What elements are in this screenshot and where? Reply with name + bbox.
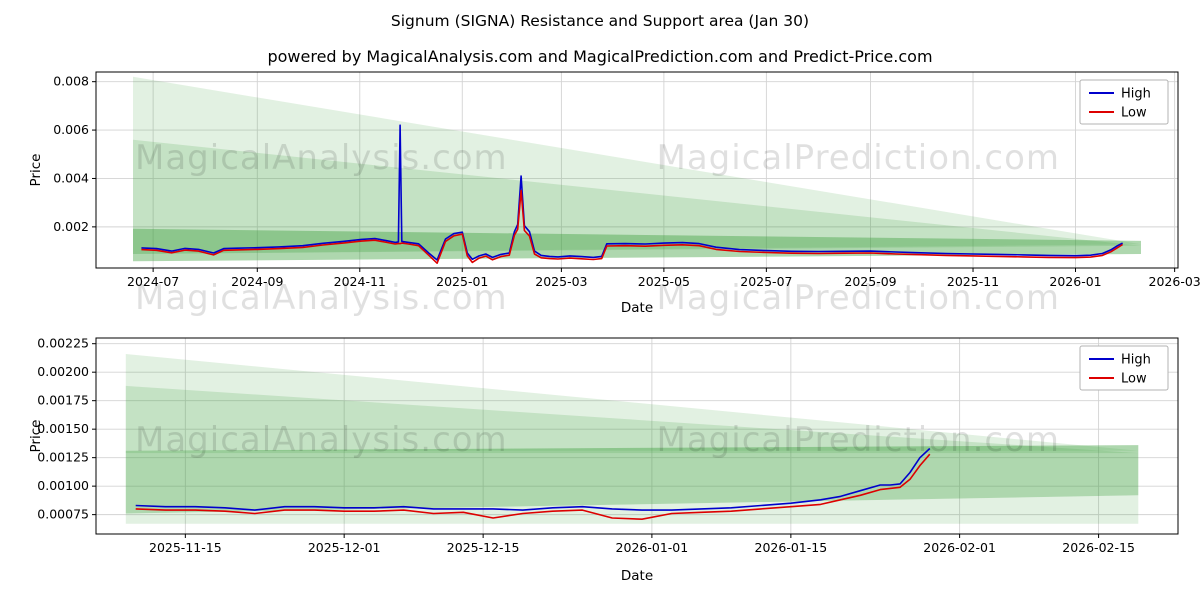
svg-text:2026-01: 2026-01	[1049, 274, 1101, 289]
svg-text:2026-01-01: 2026-01-01	[616, 540, 689, 555]
svg-text:2024-07: 2024-07	[127, 274, 179, 289]
svg-text:0.004: 0.004	[53, 170, 89, 185]
price-chart-bottom: 2025-11-15 2025-12-01 2025-12-15 2026-01-01…	[28, 336, 1179, 584]
svg-text:2025-03: 2025-03	[535, 274, 587, 289]
legend: High Low	[1079, 79, 1169, 125]
high-line	[141, 124, 1123, 261]
svg-text:2026-01-15: 2026-01-15	[755, 540, 828, 555]
resistance-wedge-inner-area	[133, 139, 1141, 254]
svg-text:2026-03: 2026-03	[1149, 274, 1200, 289]
svg-text:2025-09: 2025-09	[844, 274, 896, 289]
support-band-area	[125, 445, 1139, 514]
svg-text:0.00125: 0.00125	[37, 450, 89, 465]
axis-ticks: 2025-11-15 2025-12-01 2025-12-15 2026-01-01…	[37, 336, 1135, 555]
legend-high-label: High	[1121, 353, 1151, 368]
svg-text:0.006: 0.006	[53, 122, 89, 137]
plot-frame	[95, 337, 1179, 535]
axis-ticks: 2024-07 2024-09 2024-11 2025-01 2025-03 2025-…	[53, 74, 1200, 289]
resistance-wedge-outer-area	[133, 76, 1141, 254]
svg-text:0.00100: 0.00100	[37, 478, 89, 493]
svg-text:0.00200: 0.00200	[37, 364, 89, 379]
svg-text:0.00175: 0.00175	[37, 393, 89, 408]
svg-text:0.008: 0.008	[53, 74, 89, 89]
svg-text:2025-05: 2025-05	[638, 274, 690, 289]
svg-text:2025-12-01: 2025-12-01	[308, 540, 381, 555]
high-line	[135, 447, 931, 511]
resistance-wedge-outer-area	[125, 354, 1139, 451]
svg-text:2026-02-01: 2026-02-01	[923, 540, 996, 555]
svg-text:2026-02-15: 2026-02-15	[1062, 540, 1135, 555]
svg-text:2025-07: 2025-07	[740, 274, 792, 289]
y-axis-label: Price	[28, 154, 44, 187]
svg-text:2025-01: 2025-01	[436, 274, 488, 289]
svg-text:2025-11: 2025-11	[947, 274, 999, 289]
x-axis-label: Date	[621, 300, 653, 316]
svg-text:2024-11: 2024-11	[334, 274, 386, 289]
svg-text:0.00075: 0.00075	[37, 507, 89, 522]
legend-low-label: Low	[1121, 372, 1147, 387]
low-line	[141, 189, 1124, 264]
svg-text:0.00225: 0.00225	[37, 336, 89, 351]
x-axis-label: Date	[621, 568, 653, 584]
legend: High Low	[1079, 345, 1169, 391]
svg-text:0.00150: 0.00150	[37, 421, 89, 436]
chart-subtitle: powered by MagicalAnalysis.com and Magic…	[267, 47, 933, 66]
plot-frame	[95, 71, 1179, 269]
y-axis-label: Price	[28, 420, 44, 453]
gridlines	[96, 72, 1178, 268]
price-chart-top: 2024-07 2024-09 2024-11 2025-01 2025-03 2025-…	[28, 71, 1200, 316]
svg-text:2024-09: 2024-09	[231, 274, 283, 289]
svg-text:2025-11-15: 2025-11-15	[149, 540, 222, 555]
chart-title: Signum (SIGNA) Resistance and Support ar…	[390, 12, 810, 30]
gridlines	[96, 338, 1178, 534]
svg-text:2025-12-15: 2025-12-15	[447, 540, 520, 555]
legend-high-label: High	[1121, 87, 1151, 102]
legend-low-label: Low	[1121, 106, 1147, 121]
svg-text:0.002: 0.002	[53, 219, 89, 234]
low-line	[135, 453, 931, 520]
